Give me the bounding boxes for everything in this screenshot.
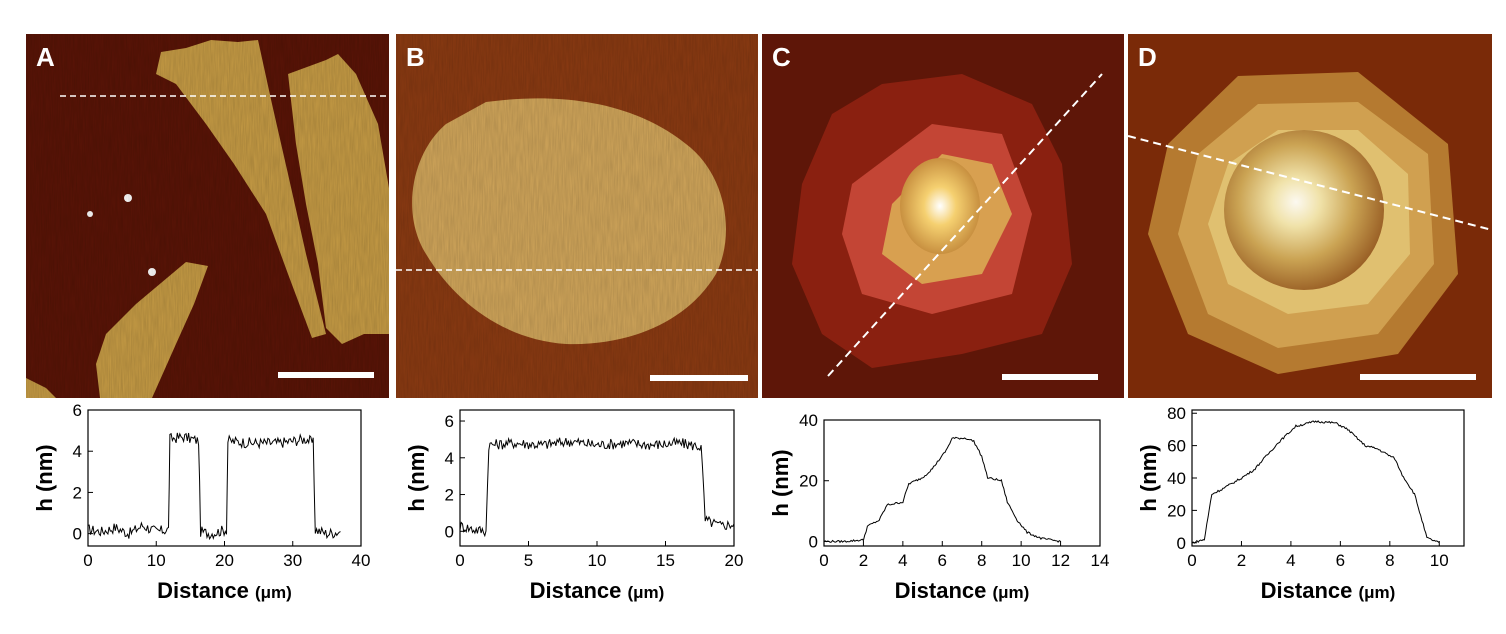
profile-chart-b: 0 5 10 15 20 0 2 4 6 Distance (μm) h (nm) <box>396 400 758 634</box>
plot-frame <box>87 409 362 547</box>
scale-bar <box>1360 374 1476 380</box>
x-tick-label: 10 <box>1430 551 1449 570</box>
x-tick-label: 6 <box>1336 551 1345 570</box>
x-tick-label: 12 <box>1051 551 1070 570</box>
profile-chart-d: 0 2 4 6 8 10 0 20 40 60 80 Distance (μm) h (nm) <box>1128 400 1492 634</box>
y-axis-title: h (nm) <box>404 444 429 511</box>
y-axis-title: h (nm) <box>768 449 793 516</box>
x-tick-label: 2 <box>1237 551 1246 570</box>
y-tick-label: 40 <box>799 411 818 430</box>
plot-frame <box>823 419 1101 547</box>
x-tick-label: 10 <box>147 551 166 570</box>
x-tick-label: 20 <box>215 551 234 570</box>
plot-frame <box>459 409 735 547</box>
x-axis-title: Distance (μm) <box>1261 578 1396 603</box>
scale-bar <box>1002 374 1098 380</box>
x-tick-label: 10 <box>1012 551 1031 570</box>
panel-label: C <box>772 42 791 72</box>
panel-label: B <box>406 42 425 72</box>
x-tick-label: 0 <box>455 551 464 570</box>
x-tick-label: 4 <box>898 551 907 570</box>
x-tick-label: 14 <box>1091 551 1110 570</box>
y-tick-label: 60 <box>1167 437 1186 456</box>
y-tick-label: 4 <box>73 442 82 461</box>
x-tick-label: 5 <box>524 551 533 570</box>
y-tick-label: 6 <box>445 412 454 431</box>
panel-label: A <box>36 42 55 72</box>
x-tick-label: 0 <box>819 551 828 570</box>
x-tick-label: 0 <box>83 551 92 570</box>
y-tick-label: 20 <box>799 472 818 491</box>
x-axis-unit: (μm) <box>255 583 292 602</box>
profile-chart-a: 0 10 20 30 40 0 2 4 6 Distance (μm) h (nm) <box>26 400 389 634</box>
y-tick-label: 0 <box>809 532 818 551</box>
profile-line <box>87 432 341 541</box>
y-tick-label: 2 <box>73 483 82 502</box>
x-tick-label: 2 <box>859 551 868 570</box>
y-tick-label: 6 <box>73 401 82 420</box>
y-tick-label: 0 <box>1177 534 1186 553</box>
panel-label: D <box>1138 42 1157 72</box>
x-tick-label: 30 <box>283 551 302 570</box>
y-tick-label: 40 <box>1167 469 1186 488</box>
y-tick-label: 2 <box>445 486 454 505</box>
afm-image-b: B <box>396 34 758 398</box>
y-tick-label: 20 <box>1167 501 1186 520</box>
x-tick-label: 0 <box>1187 551 1196 570</box>
x-axis-title: Distance (μm) <box>895 578 1030 603</box>
afm-image-d: D <box>1128 34 1492 398</box>
x-tick-label: 8 <box>1385 551 1394 570</box>
profile-chart-c: 0 2 4 6 8 10 12 14 0 20 40 Distance (μm) h (nm) <box>762 400 1124 634</box>
afm-image-c: C <box>762 34 1124 398</box>
profile-line <box>459 436 735 538</box>
x-tick-label: 8 <box>977 551 986 570</box>
y-tick-label: 0 <box>73 525 82 544</box>
profile-line <box>1191 420 1440 544</box>
scale-bar <box>278 372 374 378</box>
x-tick-label: 40 <box>352 551 371 570</box>
x-axis-unit: (μm) <box>627 583 664 602</box>
x-tick-label: 4 <box>1286 551 1295 570</box>
x-axis-unit: (μm) <box>992 583 1029 602</box>
y-axis-title: h (nm) <box>1136 444 1161 511</box>
x-axis-title: Distance (μm) <box>530 578 665 603</box>
profile-line <box>823 436 1061 544</box>
x-axis-unit: (μm) <box>1358 583 1395 602</box>
x-axis-title: Distance (μm) <box>157 578 292 603</box>
y-axis-title: h (nm) <box>32 444 57 511</box>
y-tick-label: 0 <box>445 522 454 541</box>
x-tick-label: 10 <box>588 551 607 570</box>
y-tick-label: 80 <box>1167 404 1186 423</box>
y-tick-label: 4 <box>445 449 454 468</box>
scale-bar <box>650 375 748 381</box>
afm-image-a: A <box>26 34 389 398</box>
x-tick-label: 20 <box>725 551 744 570</box>
x-tick-label: 6 <box>938 551 947 570</box>
x-tick-label: 15 <box>656 551 675 570</box>
